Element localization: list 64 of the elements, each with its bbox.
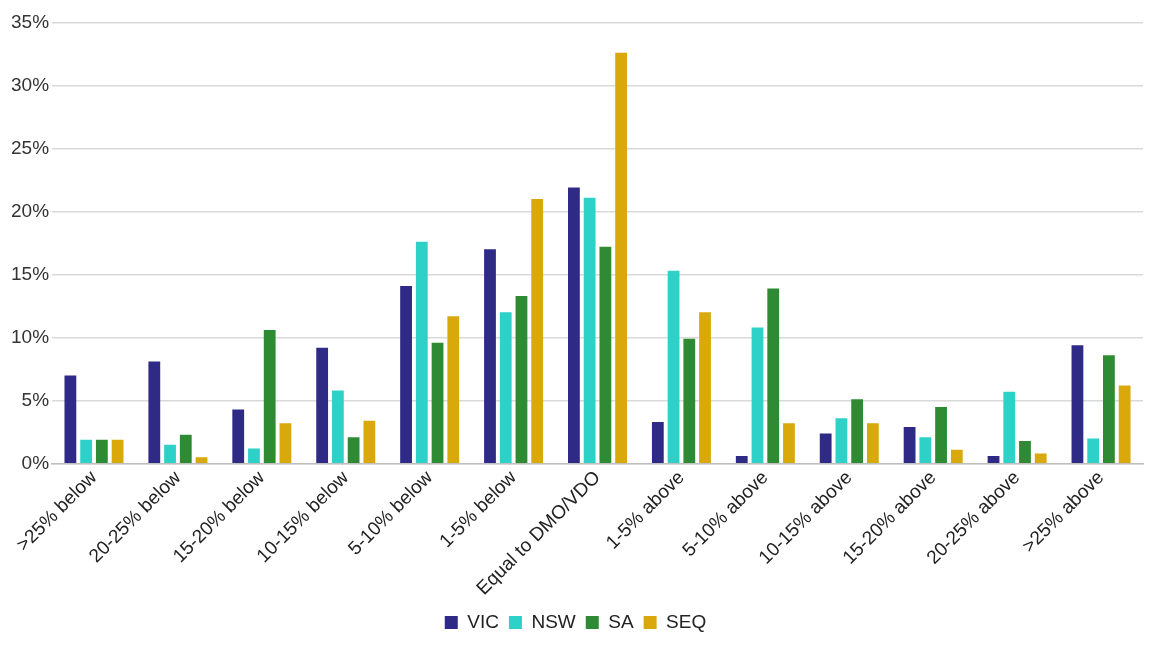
bar xyxy=(164,444,176,463)
bar xyxy=(950,449,963,463)
bar xyxy=(935,406,947,463)
bar xyxy=(783,423,795,463)
bar xyxy=(1087,438,1100,463)
bar xyxy=(515,295,528,463)
bar xyxy=(903,427,916,463)
y-tick-label: 20% xyxy=(11,199,50,221)
bar xyxy=(415,241,428,463)
bar xyxy=(735,456,748,463)
bar xyxy=(531,198,544,463)
bar xyxy=(1003,391,1016,463)
bar xyxy=(484,249,496,463)
bar xyxy=(866,423,879,463)
bar xyxy=(431,342,444,463)
y-tick-label: 25% xyxy=(11,136,50,158)
legend-label: NSW xyxy=(531,610,576,632)
bar xyxy=(331,390,344,463)
bar xyxy=(651,422,664,463)
bar xyxy=(1019,440,1031,463)
bar xyxy=(64,375,77,463)
bar xyxy=(767,288,780,463)
y-tick-label: 35% xyxy=(11,10,50,32)
bar xyxy=(447,316,460,463)
bar xyxy=(667,270,680,463)
bar xyxy=(615,52,628,463)
bar xyxy=(111,439,124,463)
y-tick-label: 5% xyxy=(21,388,50,410)
bar xyxy=(316,347,329,463)
bar xyxy=(148,361,161,463)
bar xyxy=(1118,385,1131,463)
legend-label: VIC xyxy=(467,610,499,632)
legend-label: SEQ xyxy=(666,610,707,632)
bar xyxy=(699,312,711,463)
bar xyxy=(819,433,832,463)
y-tick-label: 30% xyxy=(11,73,50,95)
bar xyxy=(751,327,764,463)
bar xyxy=(1103,355,1115,463)
bar xyxy=(347,437,360,463)
bar xyxy=(1071,345,1084,463)
bar xyxy=(835,418,848,463)
bar xyxy=(263,330,276,463)
y-tick-label: 10% xyxy=(11,325,50,347)
bar xyxy=(232,409,245,463)
bar xyxy=(195,457,208,463)
bar xyxy=(279,423,292,463)
bar xyxy=(568,187,580,463)
bar xyxy=(599,246,612,463)
bar xyxy=(919,437,932,463)
bar xyxy=(851,399,864,463)
bar xyxy=(499,312,512,463)
bar xyxy=(400,285,412,463)
bar xyxy=(363,420,376,463)
legend-label: SA xyxy=(608,610,634,632)
y-tick-label: 0% xyxy=(21,451,50,473)
bar xyxy=(80,439,93,463)
y-tick-label: 15% xyxy=(11,262,50,284)
bar xyxy=(683,338,696,463)
bar xyxy=(583,197,596,463)
bar xyxy=(248,448,260,463)
bar xyxy=(179,434,192,463)
bar xyxy=(1034,453,1047,463)
bar xyxy=(987,456,1000,463)
bar xyxy=(95,439,108,463)
